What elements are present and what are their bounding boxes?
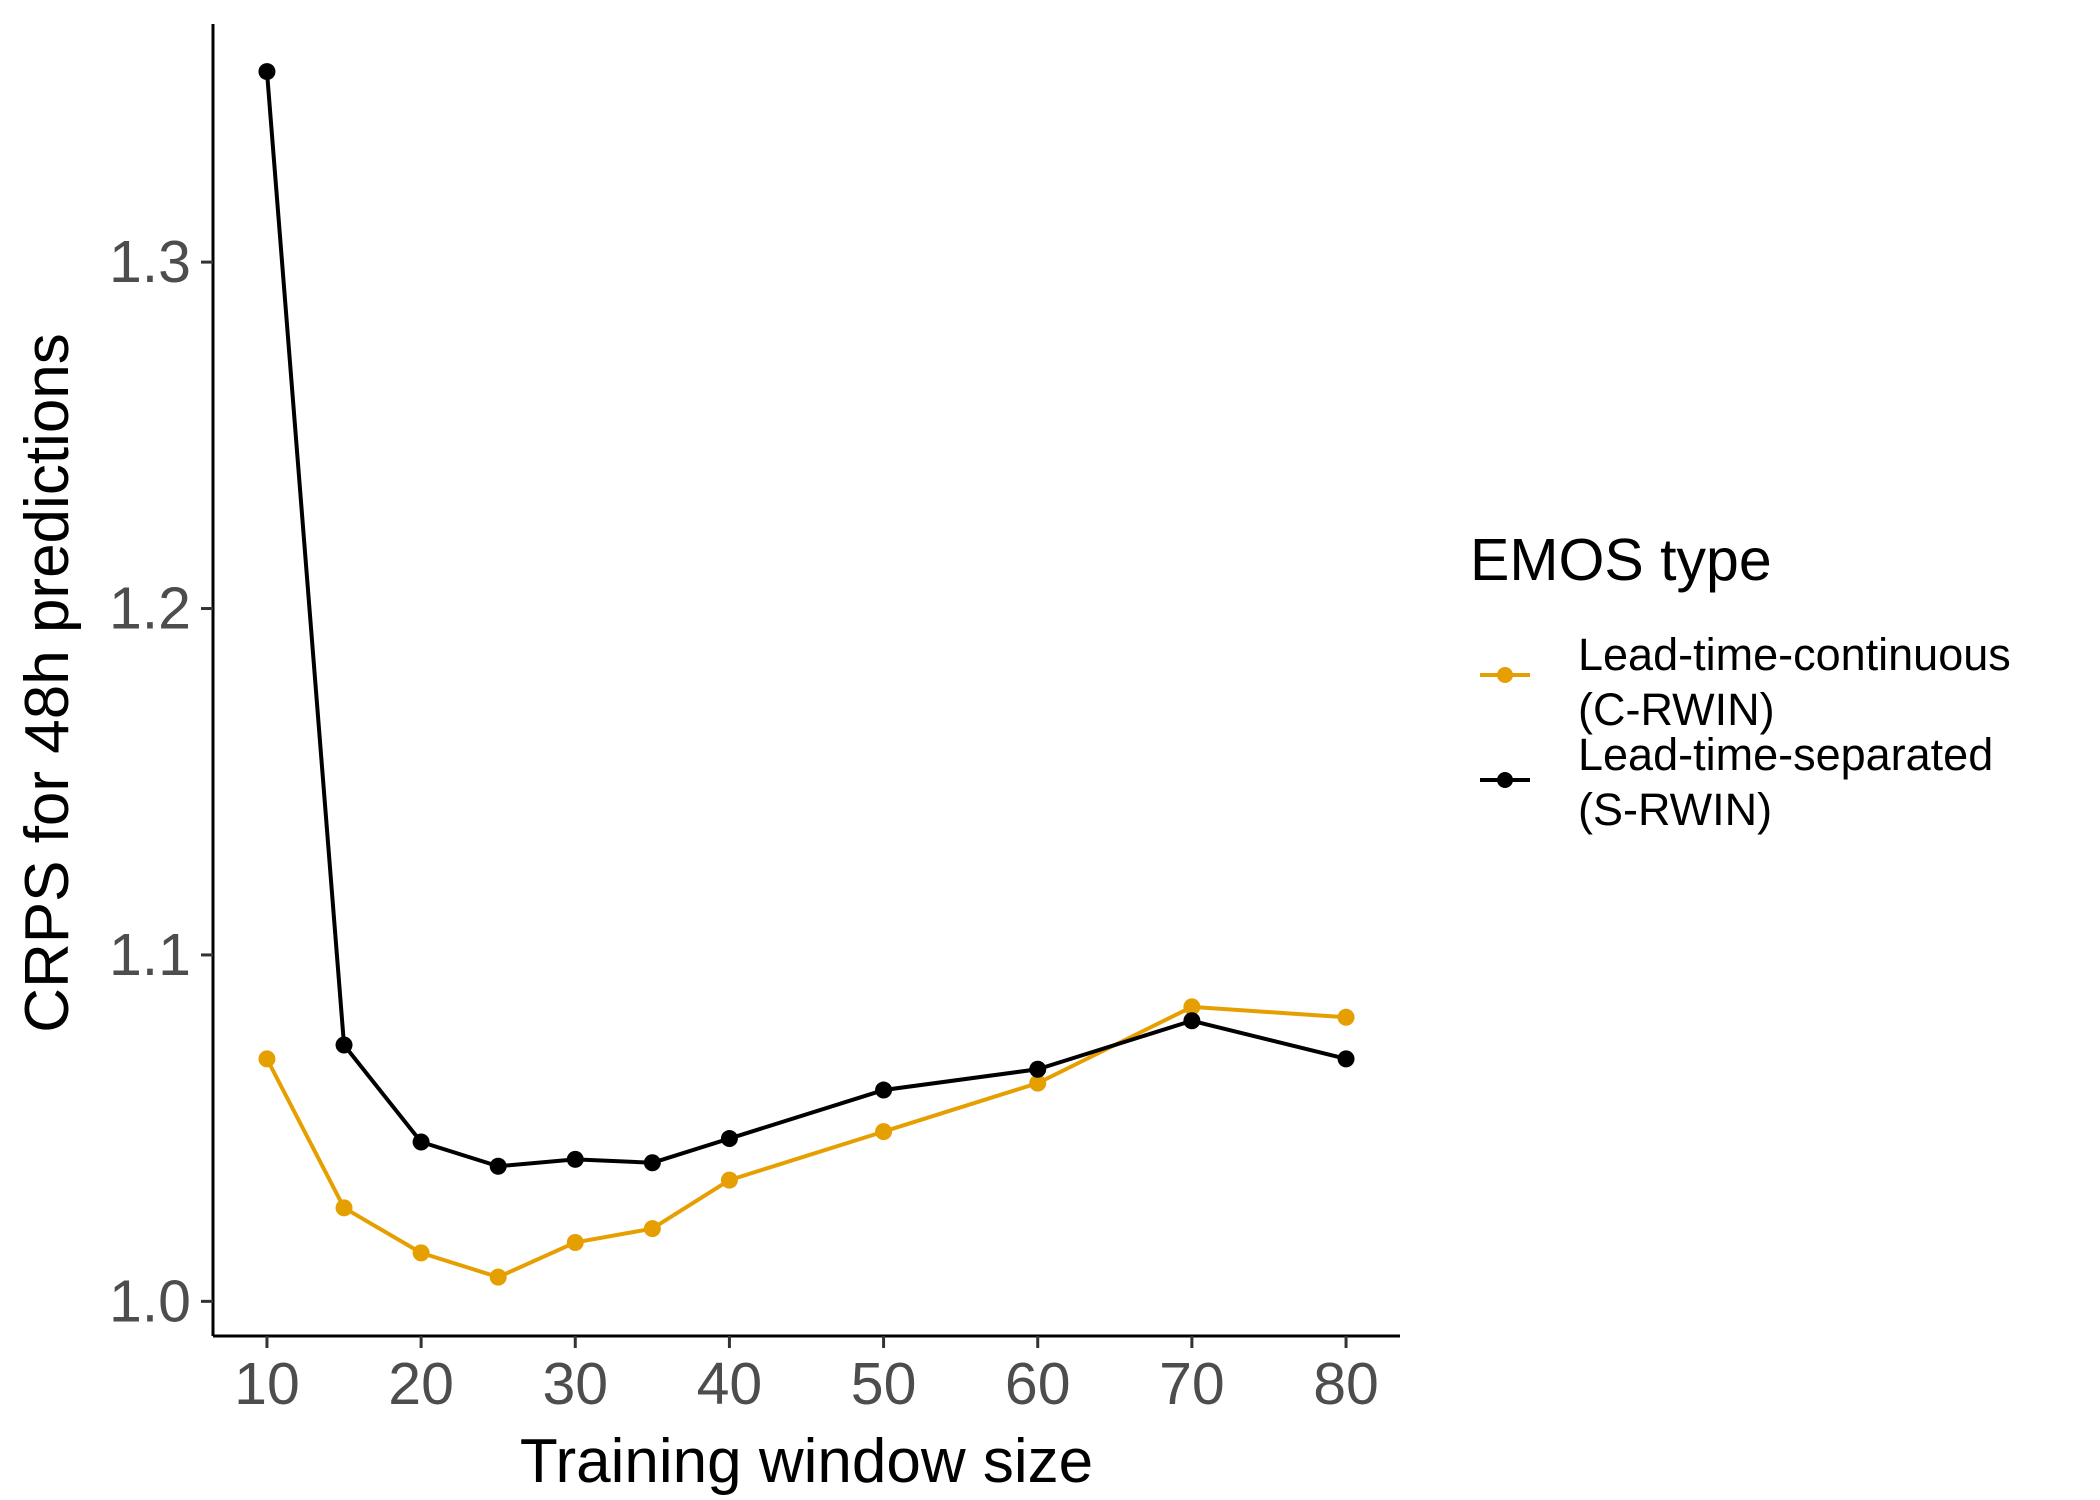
data-point bbox=[720, 1130, 738, 1148]
legend-entry-c-rwin: Lead-time-continuous (C-RWIN) bbox=[1480, 629, 2011, 735]
x-axis-ticks: 10 20 30 40 50 60 70 80 bbox=[234, 1336, 1379, 1417]
legend-key-point-c-rwin bbox=[1497, 667, 1513, 683]
data-point bbox=[720, 1171, 738, 1189]
x-tick-label: 60 bbox=[1005, 1351, 1071, 1417]
data-point bbox=[258, 63, 276, 81]
x-tick-label: 10 bbox=[234, 1351, 300, 1417]
x-tick-label: 80 bbox=[1313, 1351, 1379, 1417]
data-point bbox=[566, 1150, 584, 1168]
data-point bbox=[1337, 1050, 1355, 1068]
x-axis-title: Training window size bbox=[520, 1427, 1093, 1496]
y-tick-label: 1.1 bbox=[109, 922, 191, 988]
legend-label-s-rwin-line2: (S-RWIN) bbox=[1578, 784, 1772, 835]
legend-label-c-rwin-line2: (C-RWIN) bbox=[1578, 684, 1775, 735]
data-point bbox=[258, 1050, 276, 1068]
x-tick-label: 70 bbox=[1159, 1351, 1225, 1417]
series-line bbox=[264, 71, 1347, 1169]
series-layer bbox=[258, 63, 1355, 1286]
legend: EMOS type Lead-time-continuous (C-RWIN) … bbox=[1470, 527, 2011, 835]
data-point bbox=[1183, 998, 1201, 1016]
legend-label-c-rwin-line1: Lead-time-continuous bbox=[1578, 629, 2011, 680]
x-tick-label: 30 bbox=[542, 1351, 608, 1417]
data-point bbox=[566, 1233, 584, 1251]
y-axis-title: CRPS for 48h predictions bbox=[13, 333, 82, 1033]
x-tick-label: 20 bbox=[388, 1351, 454, 1417]
data-point bbox=[1029, 1060, 1047, 1078]
x-tick-label: 40 bbox=[697, 1351, 763, 1417]
x-tick-label: 50 bbox=[851, 1351, 917, 1417]
legend-entry-s-rwin: Lead-time-separated (S-RWIN) bbox=[1480, 729, 1993, 835]
data-point bbox=[335, 1036, 353, 1054]
legend-title: EMOS type bbox=[1470, 527, 1772, 593]
data-point bbox=[412, 1133, 430, 1151]
data-point bbox=[1029, 1074, 1047, 1092]
data-point bbox=[643, 1154, 661, 1172]
data-point bbox=[875, 1081, 893, 1099]
data-point bbox=[335, 1199, 353, 1217]
legend-key-point-s-rwin bbox=[1497, 772, 1513, 788]
series-s-rwin bbox=[258, 63, 1355, 1175]
y-tick-label: 1.2 bbox=[109, 576, 191, 642]
data-point bbox=[489, 1268, 507, 1286]
legend-label-s-rwin-line1: Lead-time-separated bbox=[1578, 729, 1993, 780]
data-point bbox=[489, 1157, 507, 1175]
y-tick-label: 1.0 bbox=[109, 1268, 191, 1334]
y-axis-ticks: 1.0 1.1 1.2 1.3 bbox=[109, 229, 213, 1334]
y-tick-label: 1.3 bbox=[109, 229, 191, 295]
data-point bbox=[875, 1123, 893, 1141]
data-point bbox=[1183, 1012, 1201, 1030]
plot-area: 1.0 1.1 1.2 1.3 10 20 30 40 50 60 70 80 bbox=[109, 24, 1400, 1417]
series-c-rwin bbox=[258, 998, 1355, 1286]
data-point bbox=[412, 1244, 430, 1262]
data-point bbox=[643, 1220, 661, 1238]
data-point bbox=[1337, 1008, 1355, 1026]
